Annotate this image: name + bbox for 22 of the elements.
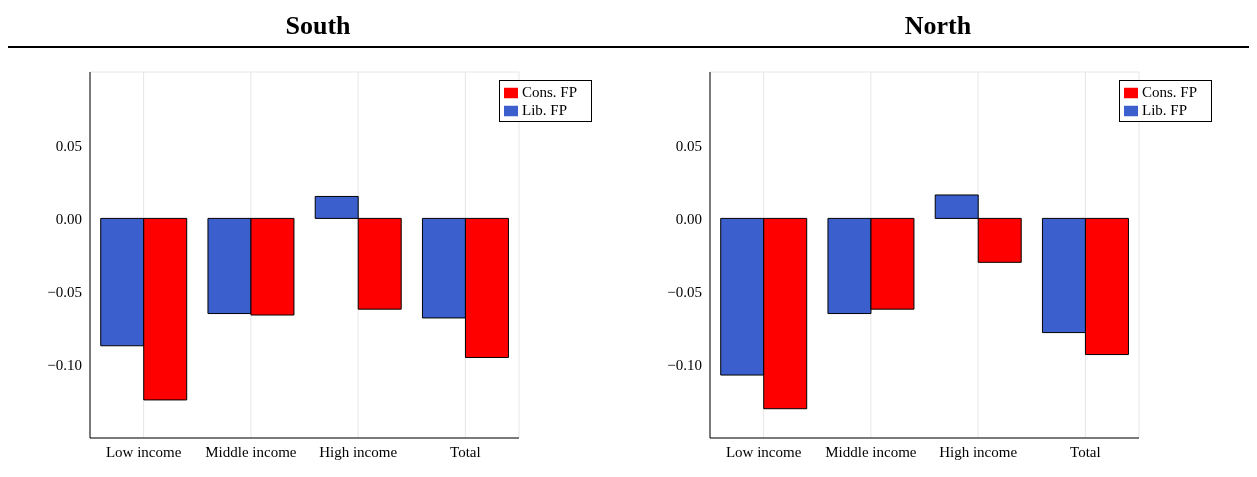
y-tick-label: −0.05: [47, 283, 82, 300]
y-tick-label: 0.05: [55, 137, 82, 154]
y-tick-label: −0.10: [667, 357, 702, 374]
y-tick-label: 0.05: [675, 137, 702, 154]
legend-label: Lib. FP: [1141, 102, 1187, 118]
x-tick-label: Middle income: [825, 443, 917, 460]
x-tick-label: Total: [1070, 443, 1101, 460]
x-tick-label: Low income: [105, 443, 182, 460]
legend-label: Cons. FP: [1141, 84, 1197, 100]
x-tick-label: Middle income: [205, 443, 297, 460]
x-tick-label: Total: [450, 443, 481, 460]
x-tick-label: High income: [939, 443, 1018, 460]
chart-title: North: [903, 10, 973, 42]
legend-label: Cons. FP: [521, 84, 577, 100]
y-tick-label: 0.00: [55, 210, 82, 227]
y-tick-label: −0.10: [47, 357, 82, 374]
x-tick-label: Low income: [725, 443, 802, 460]
chart-title: South: [284, 10, 352, 42]
y-tick-label: −0.05: [667, 283, 702, 300]
y-tick-label: 0.00: [675, 210, 702, 227]
legend-label: Lib. FP: [521, 102, 567, 118]
x-tick-label: High income: [319, 443, 398, 460]
